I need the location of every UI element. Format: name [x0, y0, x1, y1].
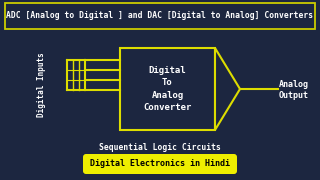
Text: Analog
Output: Analog Output — [279, 80, 309, 100]
Polygon shape — [215, 48, 240, 130]
Text: Digital
To
Analog
Converter: Digital To Analog Converter — [143, 66, 192, 112]
FancyBboxPatch shape — [83, 154, 237, 174]
Text: Digital Inputs: Digital Inputs — [37, 53, 46, 117]
Text: ADC [Analog to Digital ] and DAC [Digital to Analog] Converters: ADC [Analog to Digital ] and DAC [Digita… — [6, 12, 314, 21]
Text: Sequential Logic Circuits: Sequential Logic Circuits — [99, 143, 221, 152]
Bar — [120, 48, 215, 130]
Text: Digital Electronics in Hindi: Digital Electronics in Hindi — [90, 159, 230, 168]
Bar — [5, 3, 315, 29]
